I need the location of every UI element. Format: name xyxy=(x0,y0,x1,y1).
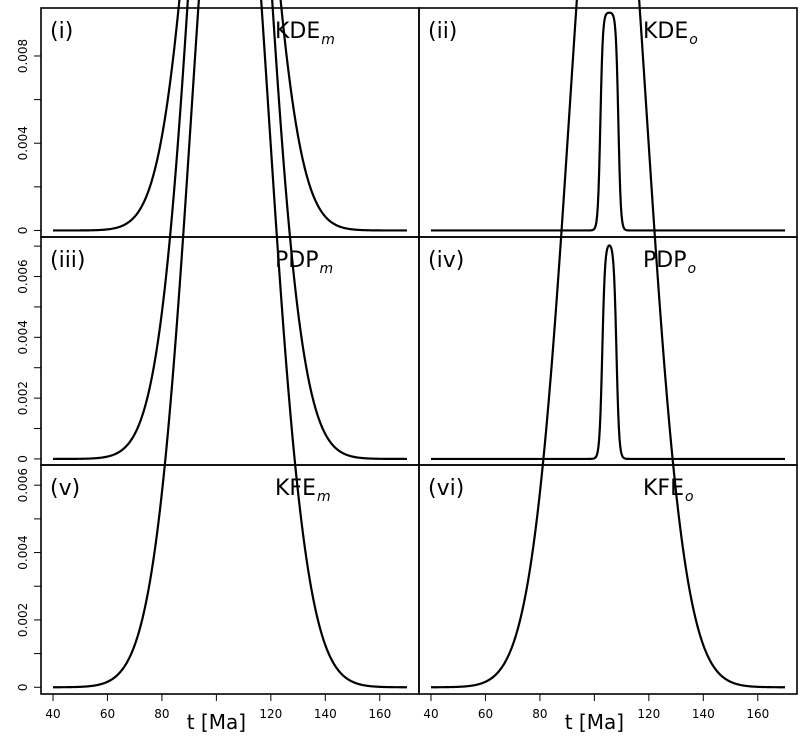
density-curve xyxy=(430,0,786,689)
panel-method-label: KDE xyxy=(643,19,688,44)
y-tick-label: 0.004 xyxy=(16,535,30,569)
y-tick-label: 0 xyxy=(16,683,30,691)
panel-frame xyxy=(40,236,420,466)
x-axis-title: t [Ma] xyxy=(565,710,624,734)
y-tick-label: 0 xyxy=(16,227,30,235)
density-curve xyxy=(52,0,408,232)
x-tick-label: 140 xyxy=(692,707,715,721)
panel-method-label: PDP xyxy=(643,248,686,273)
y-tick-label: 0.006 xyxy=(16,468,30,502)
x-tick-label: 160 xyxy=(746,707,769,721)
panel-method-subscript: m xyxy=(319,261,333,277)
y-tick-label: 0 xyxy=(16,455,30,463)
panel-tag: (ii) xyxy=(428,19,457,44)
x-tick-label: 120 xyxy=(637,707,660,721)
x-tick-label: 80 xyxy=(532,707,547,721)
panel-method-label: KDE xyxy=(275,19,320,44)
density-curve xyxy=(52,0,408,461)
y-tick-label: 0.004 xyxy=(16,126,30,160)
panel-frame xyxy=(418,7,798,238)
y-tick-label: 0.004 xyxy=(16,320,30,354)
x-tick-label: 40 xyxy=(423,707,438,721)
panel-method-subscript: o xyxy=(687,261,696,277)
panel-tag: (v) xyxy=(50,476,80,501)
panel-frame xyxy=(40,464,420,695)
panel-tag: (iii) xyxy=(50,248,86,273)
x-tick-label: 140 xyxy=(314,707,337,721)
panel-frame xyxy=(40,7,420,238)
panel-tag: (vi) xyxy=(428,476,464,501)
x-tick-label: 80 xyxy=(154,707,169,721)
panel-frame xyxy=(418,464,798,695)
density-curve xyxy=(430,244,786,461)
density-curve xyxy=(430,11,786,232)
x-tick-label: 160 xyxy=(368,707,391,721)
x-axis-title: t [Ma] xyxy=(187,710,246,734)
y-tick-label: 0.002 xyxy=(16,603,30,637)
panel-tag: (iv) xyxy=(428,248,464,273)
panel-method-label: KFE xyxy=(275,476,316,501)
panel-method-label: KFE xyxy=(643,476,684,501)
y-tick-label: 0.002 xyxy=(16,381,30,415)
x-tick-label: 120 xyxy=(259,707,282,721)
panel-method-subscript: o xyxy=(689,32,698,48)
panel-method-subscript: m xyxy=(321,32,335,48)
x-tick-label: 60 xyxy=(478,707,493,721)
y-tick-label: 0.006 xyxy=(16,259,30,293)
panel-tag: (i) xyxy=(50,19,73,44)
density-curve xyxy=(52,0,408,689)
panel-method-subscript: m xyxy=(317,489,331,505)
panel-method-label: PDP xyxy=(275,248,318,273)
x-tick-label: 60 xyxy=(100,707,115,721)
panel-method-subscript: o xyxy=(685,489,694,505)
y-tick-label: 0.008 xyxy=(16,39,30,73)
panel-frame xyxy=(418,236,798,466)
x-tick-label: 40 xyxy=(45,707,60,721)
